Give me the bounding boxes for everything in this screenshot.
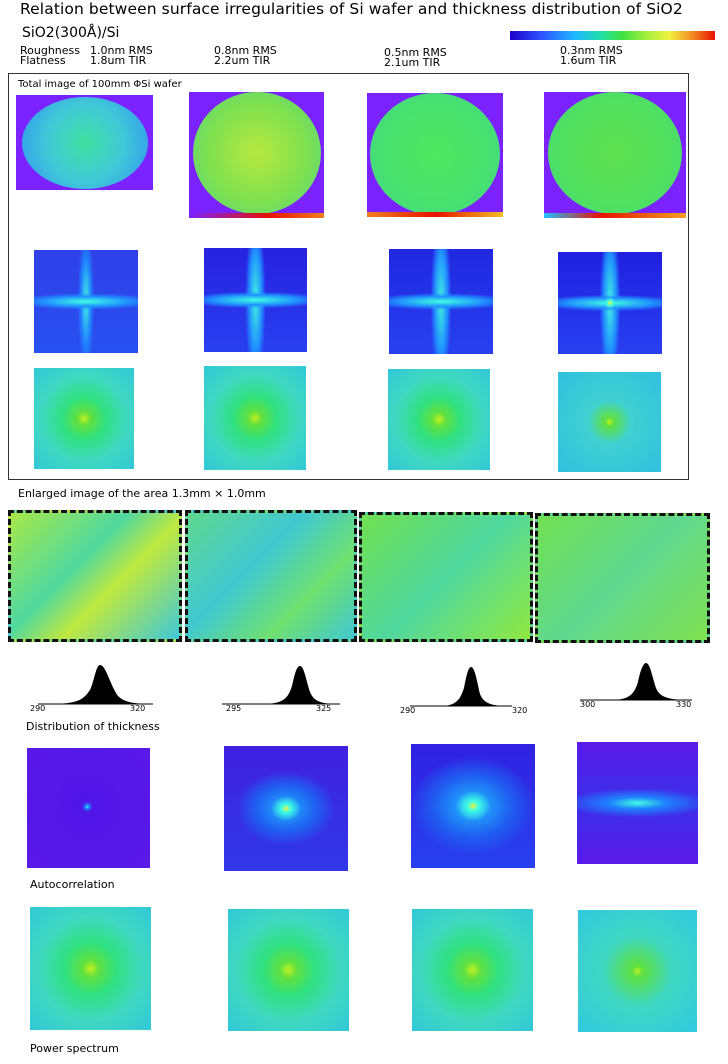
- histogram-4-max-label: 330: [676, 700, 692, 709]
- histogram-1-curve: [48, 665, 153, 704]
- color-scale-bar: [510, 31, 715, 40]
- autocorrelation-1: [27, 748, 150, 868]
- sample-4-flatness: 1.6um TIR: [560, 54, 617, 67]
- histogram-3-max-label: 320: [512, 706, 528, 715]
- histogram-1-max-label: 320: [130, 704, 146, 713]
- total-autocorrelation-2: [204, 248, 307, 352]
- wafer-image-3: [367, 93, 503, 217]
- power-spectrum-3: [412, 909, 533, 1031]
- autocorrelation-4: [577, 742, 698, 864]
- thickness-histogram-4: 300 330: [580, 660, 700, 712]
- sample-structure-label: SiO2(300Å)/Si: [22, 25, 120, 41]
- enlarged-image-4: [535, 513, 710, 643]
- power-spectrum-1: [30, 907, 151, 1030]
- enlarged-image-2: [185, 510, 357, 642]
- total-image-label: Total image of 100mm ΦSi wafer: [18, 79, 182, 90]
- histogram-3-curve: [440, 667, 510, 706]
- enlarged-image-label: Enlarged image of the area 1.3mm × 1.0mm: [18, 487, 266, 500]
- total-power-spectrum-4: [558, 372, 661, 472]
- thickness-histogram-2: 295 325: [222, 664, 342, 716]
- power-spectrum-2: [228, 909, 349, 1031]
- roughness-label: Roughness: [20, 44, 81, 57]
- wafer-image-1: [16, 95, 153, 190]
- sample-2-roughness: 0.8nm RMS: [214, 44, 277, 57]
- total-power-spectrum-3: [388, 369, 490, 470]
- histogram-2-curve: [262, 666, 340, 704]
- autocorrelation-3: [411, 744, 535, 868]
- wafer-image-4: [544, 92, 686, 218]
- total-autocorrelation-1: [34, 250, 138, 353]
- total-autocorrelation-4: [558, 252, 662, 354]
- enlarged-image-3: [359, 512, 533, 642]
- histogram-1-min-label: 290: [30, 704, 46, 713]
- total-power-spectrum-2: [204, 366, 306, 470]
- flatness-label: Flatness: [20, 54, 66, 67]
- histogram-4-min-label: 300: [580, 700, 596, 709]
- thickness-histogram-3: 290 320: [400, 664, 530, 716]
- sample-1-roughness: 1.0nm RMS: [90, 44, 153, 57]
- sample-1-flatness: 1.8um TIR: [90, 54, 147, 67]
- sample-3-roughness: 0.5nm RMS: [384, 46, 447, 59]
- power-spectrum-4: [578, 910, 697, 1032]
- wafer-image-2: [189, 92, 324, 218]
- total-power-spectrum-1: [34, 368, 134, 469]
- sample-4-roughness: 0.3nm RMS: [560, 44, 623, 57]
- histogram-3-min-label: 290: [400, 706, 416, 715]
- autocorrelation-label: Autocorrelation: [30, 878, 115, 891]
- histogram-2-min-label: 295: [226, 704, 242, 713]
- histogram-4-curve: [610, 663, 692, 700]
- distribution-label: Distribution of thickness: [26, 720, 160, 733]
- total-image-frame: [8, 73, 689, 480]
- sample-3-flatness: 2.1um TIR: [384, 56, 441, 69]
- page-title: Relation between surface irregularities …: [20, 0, 683, 18]
- autocorrelation-2: [224, 746, 348, 871]
- enlarged-image-1: [8, 510, 182, 642]
- sample-2-flatness: 2.2um TIR: [214, 54, 271, 67]
- power-spectrum-label: Power spectrum: [30, 1042, 119, 1055]
- thickness-histogram-1: 290 320: [28, 660, 163, 713]
- total-autocorrelation-3: [389, 249, 493, 354]
- histogram-2-max-label: 325: [316, 704, 332, 713]
